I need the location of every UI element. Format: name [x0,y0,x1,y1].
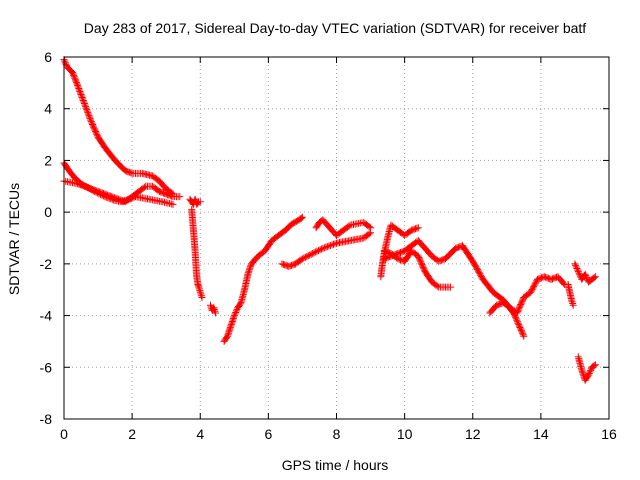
series-arc-p [564,281,577,309]
series-arc-d [186,195,204,208]
series-arc-f [207,301,220,317]
marker-path [574,353,599,384]
x-tick-label: 16 [601,426,617,442]
marker-path [188,206,206,301]
y-tick-label: -4 [40,308,53,324]
x-axis-label: GPS time / hours [282,457,389,473]
marker-path [571,260,599,286]
y-tick-label: 0 [44,204,52,220]
y-axis-label: SDTVAR / TECUs [6,183,22,295]
marker-path [186,195,204,208]
marker-path [380,237,528,340]
series-arc-m [486,273,569,317]
marker-path [220,213,306,345]
chart-title: Day 283 of 2017, Sidereal Day-to-day VTE… [84,20,587,36]
y-tick-labels: -8 -6 -4 -2 0 2 4 6 [40,49,53,427]
marker-path [278,229,375,270]
marker-path [207,301,220,317]
y-tick-label: -8 [40,411,53,427]
series-arc-o [574,353,599,384]
series-arc-l [380,237,528,340]
series-arc-g [220,213,306,345]
plot-frame [63,56,610,420]
x-tick-label: 12 [465,426,481,442]
x-tick-label: 6 [264,426,272,442]
series-arc-e [188,206,206,301]
y-tick-label: -2 [40,256,53,272]
series-arc-n [571,260,599,286]
x-tick-labels: 0 2 4 6 8 10 12 14 16 [60,426,617,442]
series-arc-h [278,229,375,270]
x-tick-label: 0 [60,426,68,442]
y-tick-label: 6 [44,49,52,65]
y-tick-label: -6 [40,359,53,375]
series-arc-i [312,216,375,239]
x-tick-label: 14 [533,426,549,442]
y-tick-label: 2 [44,152,52,168]
x-tick-label: 4 [196,426,204,442]
x-tick-label: 10 [397,426,413,442]
y-tick-label: 4 [44,101,52,117]
marker-path [312,216,375,239]
x-tick-label: 8 [333,426,341,442]
marker-path [486,273,569,317]
x-tick-label: 2 [128,426,136,442]
marker-path [564,281,577,309]
